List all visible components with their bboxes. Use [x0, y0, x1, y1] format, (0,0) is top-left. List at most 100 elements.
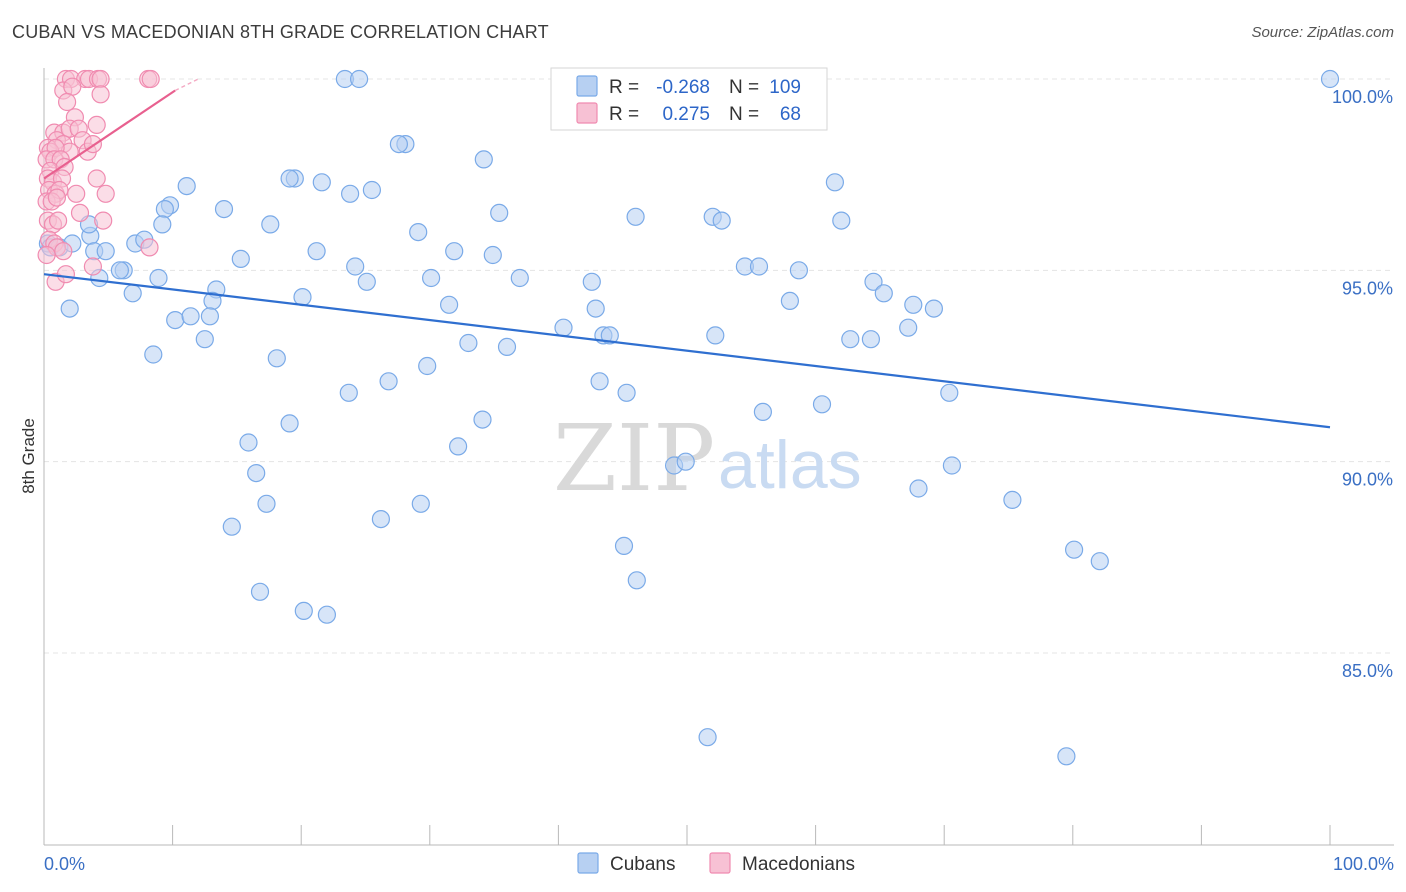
cubans-point	[96, 242, 115, 261]
cubans-point	[440, 295, 459, 314]
macedonians-point	[48, 211, 68, 230]
cubans-point	[864, 272, 883, 291]
cubans-point	[247, 464, 266, 483]
macedonians-point	[87, 115, 106, 135]
cubans-point	[155, 200, 174, 219]
cubans-point	[497, 337, 517, 356]
cubans-point	[350, 69, 369, 89]
macedonians-point	[67, 184, 86, 203]
legend-r-label-macedonians: R =	[609, 104, 639, 125]
bottom-legend-label-cubans: Cubans	[610, 854, 676, 875]
y-axis-title: 8th Grade	[19, 418, 38, 494]
cubans-point	[294, 601, 313, 621]
cubans-point	[904, 295, 923, 314]
cubans-point	[149, 268, 168, 288]
cubans-point	[614, 536, 634, 556]
cubans-point	[280, 414, 299, 433]
cubans-point	[144, 345, 163, 364]
watermark-atlas: atlas	[718, 427, 862, 503]
cubans-point	[586, 299, 605, 318]
cubans-point	[449, 437, 468, 456]
cubans-point	[60, 299, 79, 318]
cubans-point	[317, 605, 336, 624]
cubans-point	[261, 215, 280, 234]
source-credit: Source: ZipAtlas.com	[1251, 24, 1394, 41]
cubans-point	[293, 288, 312, 307]
cubans-point	[214, 200, 234, 219]
y-tick-label: 90.0%	[1342, 470, 1393, 490]
cubans-point	[554, 318, 573, 337]
cubans-point	[510, 268, 529, 288]
cubans-point	[250, 582, 270, 601]
bottom-legend: Cubans Macedonians	[577, 852, 855, 875]
cubans-point	[789, 261, 809, 280]
cubans-point	[474, 150, 493, 169]
cubans-point	[411, 494, 430, 513]
cubans-point	[780, 291, 800, 310]
macedonians-point	[83, 257, 103, 276]
macedonians-trend-extension	[174, 78, 199, 92]
cubans-point	[899, 318, 918, 337]
macedonians-points	[37, 69, 160, 291]
macedonians-point	[94, 211, 113, 230]
cubans-point	[445, 242, 464, 261]
cubans-point	[1320, 69, 1340, 89]
cubans-point	[600, 326, 619, 345]
cubans-point	[362, 180, 381, 200]
cubans-point	[832, 211, 851, 230]
legend-n-value-cubans: 109	[769, 77, 801, 98]
cubans-point	[1003, 490, 1022, 509]
bottom-legend-label-macedonians: Macedonians	[742, 854, 855, 875]
cubans-point	[409, 223, 428, 242]
chart-title: CUBAN VS MACEDONIAN 8TH GRADE CORRELATIO…	[12, 22, 549, 42]
cubans-point	[825, 173, 845, 192]
legend-n-label-cubans: N =	[729, 77, 759, 98]
cubans-point	[706, 326, 725, 345]
cubans-point	[942, 456, 962, 475]
cubans-point	[490, 203, 509, 222]
cubans-point	[753, 402, 773, 421]
cubans-point	[110, 261, 130, 280]
cubans-point	[339, 383, 358, 402]
cubans-point	[483, 245, 502, 265]
legend-n-value-macedonians: 68	[780, 104, 801, 125]
cubans-point	[166, 311, 185, 330]
cubans-point	[473, 410, 492, 429]
cubans-point	[841, 330, 860, 349]
cubans-point	[177, 177, 196, 196]
macedonians-point	[91, 69, 110, 89]
cubans-point	[874, 284, 893, 303]
cubans-point	[590, 372, 609, 391]
cubans-point	[861, 330, 881, 349]
cubans-point	[459, 333, 478, 353]
cubans-point	[307, 242, 326, 261]
bottom-legend-swatch-cubans	[577, 852, 599, 874]
macedonians-point	[63, 77, 82, 96]
macedonians-point	[141, 69, 160, 89]
cubans-point	[749, 257, 769, 276]
cubans-point	[1090, 552, 1109, 571]
macedonians-point	[87, 169, 106, 188]
cubans-points	[38, 69, 1340, 766]
legend-swatch-macedonians	[576, 102, 598, 124]
cubans-point	[267, 349, 286, 368]
cubans-point	[422, 268, 441, 288]
cubans-point	[200, 307, 219, 326]
y-tick-label: 100.0%	[1332, 87, 1393, 107]
cubans-point	[924, 299, 944, 318]
cubans-point	[812, 395, 832, 414]
cubans-point	[940, 383, 959, 402]
legend-r-value-cubans: -0.268	[656, 77, 710, 98]
macedonians-trend-line	[43, 89, 176, 180]
cubans-point	[231, 249, 250, 268]
macedonians-point	[140, 238, 159, 257]
y-axis-tick-labels: 85.0% 90.0% 95.0% 100.0%	[1332, 87, 1393, 681]
cubans-point	[280, 169, 299, 188]
macedonians-point	[96, 184, 115, 203]
cubans-point	[626, 207, 645, 226]
macedonians-point	[70, 203, 90, 222]
cubans-point	[379, 372, 398, 391]
y-tick-label: 85.0%	[1342, 661, 1393, 681]
cubans-point	[257, 494, 276, 513]
cubans-trend-line	[43, 273, 1331, 429]
